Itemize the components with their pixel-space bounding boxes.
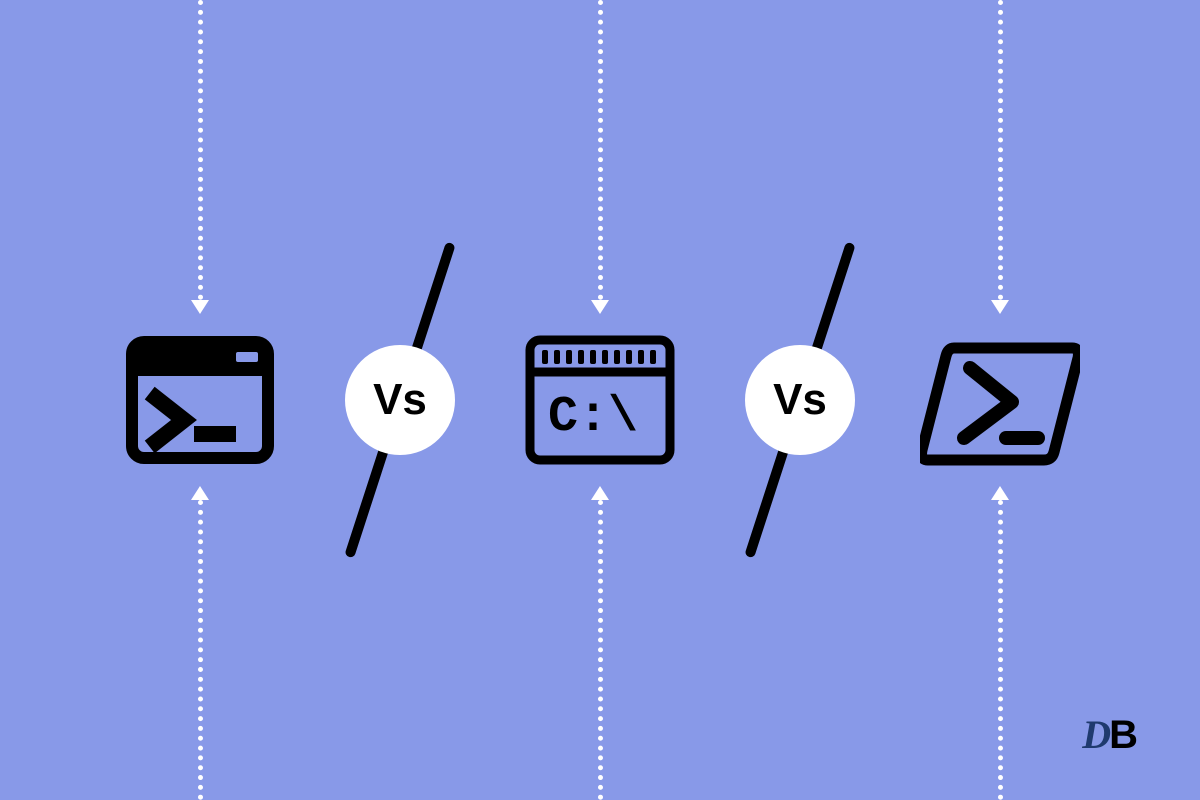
arrow-down-1 [191, 300, 209, 314]
vs-badge-2: Vs [745, 345, 855, 455]
dotted-line-bottom-2 [598, 500, 603, 800]
dotted-line-top-1 [198, 0, 203, 300]
arrow-up-3 [991, 486, 1009, 500]
arrow-down-3 [991, 300, 1009, 314]
logo-letter-b: B [1109, 713, 1136, 757]
dotted-line-bottom-1 [198, 500, 203, 800]
dotted-line-top-3 [998, 0, 1003, 300]
vs-label-1: Vs [373, 375, 427, 425]
vs-badge-1: Vs [345, 345, 455, 455]
logo: DB [1082, 711, 1136, 758]
logo-letter-d: D [1082, 712, 1109, 757]
vs-label-2: Vs [773, 375, 827, 425]
dotted-line-bottom-3 [998, 500, 1003, 800]
arrow-down-2 [591, 300, 609, 314]
arrow-up-2 [591, 486, 609, 500]
terminal-window-icon [120, 320, 280, 480]
command-prompt-icon: C:\ [520, 320, 680, 480]
dotted-line-top-2 [598, 0, 603, 300]
powershell-icon [920, 320, 1080, 480]
command-prompt-text: C:\ [548, 389, 638, 446]
arrow-up-1 [191, 486, 209, 500]
